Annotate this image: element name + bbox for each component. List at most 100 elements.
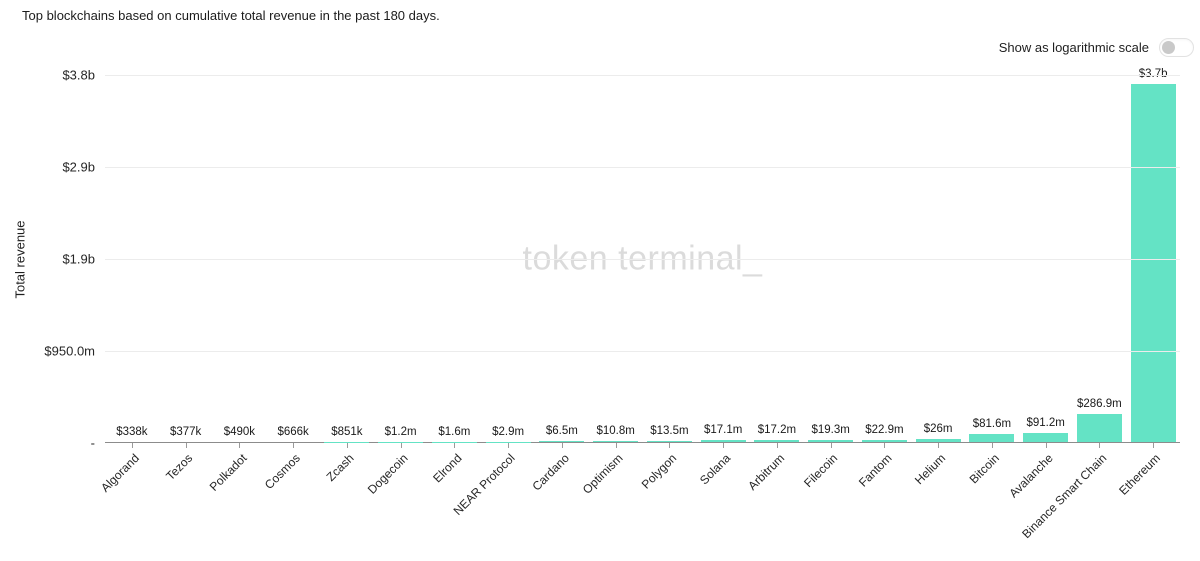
bar-slot-dogecoin: $1.2m Dogecoin: [365, 75, 428, 497]
bar-value-label: $286.9m: [1076, 398, 1122, 411]
bar-slot-fantom: $22.9m Fantom: [856, 75, 912, 490]
x-axis-tick: [400, 443, 402, 448]
bar-bitcoin[interactable]: [969, 434, 1015, 442]
category-label-avalanche: Avalanche: [1006, 451, 1056, 501]
gridline: [105, 351, 1180, 352]
bar-value-label: $490k: [223, 425, 256, 438]
y-axis-title-wrap: Total revenue: [0, 75, 40, 443]
category-label-tezos: Tezos: [163, 451, 196, 484]
category-label-bitcoin: Bitcoin: [966, 451, 1002, 487]
bar-slot-filecoin: $19.3m Filecoin: [801, 75, 858, 490]
page-title: Top blockchains based on cumulative tota…: [22, 8, 440, 23]
bar-arbitrum[interactable]: [754, 440, 800, 442]
category-label-dogecoin: Dogecoin: [364, 451, 411, 497]
bar-value-label: $26m: [923, 423, 953, 436]
bar-slot-arbitrum: $17.2m Arbitrum: [745, 75, 804, 493]
x-axis-tick: [723, 443, 725, 448]
category-label-polkadot: Polkadot: [206, 451, 250, 494]
x-axis-tick: [1153, 443, 1155, 448]
bar-slot-helium: $26m Helium: [911, 75, 965, 487]
category-label-polygon: Polygon: [638, 451, 680, 492]
category-label-algorand: Algorand: [97, 451, 142, 495]
bar-slot-ethereum: $3.7b Ethereum: [1116, 68, 1180, 498]
bar-slot-algorand: $338k Algorand: [98, 75, 159, 495]
bar-value-label: $377k: [169, 425, 202, 438]
toggle-knob-icon: [1162, 41, 1175, 54]
category-label-solana: Solana: [696, 451, 734, 488]
x-axis-tick: [454, 443, 456, 448]
x-axis-tick: [830, 443, 832, 448]
bar-slot-avalanche: $91.2m Avalanche: [1006, 75, 1073, 500]
bar-slot-binance-smart-chain: $286.9m Binance Smart Chain: [1019, 75, 1127, 541]
bar-value-label: $91.2m: [1026, 417, 1065, 430]
category-label-cardano: Cardano: [529, 451, 572, 494]
bar-slot-solana: $17.1m Solana: [696, 75, 750, 487]
bar-slot-zcash: $851k Zcash: [320, 75, 374, 484]
category-label-elrond: Elrond: [429, 451, 465, 486]
bar-slot-tezos: $377k Tezos: [159, 75, 213, 483]
x-axis-tick: [346, 443, 348, 448]
bar-value-label: $10.8m: [596, 424, 635, 437]
bar-value-label: $6.5m: [545, 425, 578, 438]
bar-value-label: $22.9m: [865, 423, 904, 436]
category-label-filecoin: Filecoin: [801, 451, 841, 491]
y-tick-label: $1.9b: [62, 251, 95, 267]
bar-value-label: $19.3m: [811, 424, 850, 437]
bar-series: $338k Algorand $377k Tezos $490k Polkadot $666…: [98, 68, 1180, 541]
x-axis-tick: [991, 443, 993, 448]
bar-value-label: $1.6m: [438, 425, 471, 438]
gridline: [105, 75, 1180, 76]
bar-slot-polygon: $13.5m Polygon: [639, 75, 697, 492]
category-label-optimism: Optimism: [579, 451, 626, 497]
bar-value-label: $17.1m: [703, 424, 743, 437]
bar-polygon[interactable]: [646, 440, 692, 442]
x-axis-tick: [938, 443, 940, 448]
gridline: [105, 167, 1180, 168]
x-axis-tick: [669, 443, 671, 448]
bar-value-label: $17.2m: [757, 424, 797, 437]
y-tick-label: $950.0m: [44, 343, 95, 359]
gridline: [105, 259, 1180, 260]
x-axis-tick: [884, 443, 886, 448]
category-label-fantom: Fantom: [855, 451, 895, 490]
bar-slot-near-protocol: $2.9m NEAR Protocol: [451, 75, 535, 518]
bar-slot-bitcoin: $81.6m Bitcoin: [965, 75, 1019, 486]
bar-helium[interactable]: [915, 439, 961, 442]
bar-value-label: $338k: [116, 425, 148, 438]
x-axis-tick: [776, 443, 778, 448]
log-scale-toggle-label: Show as logarithmic scale: [998, 40, 1149, 55]
x-axis-tick: [508, 443, 510, 448]
x-axis-tick: [1099, 443, 1101, 448]
log-scale-toggle-row: Show as logarithmic scale: [999, 38, 1194, 57]
x-axis-tick: [615, 443, 617, 448]
y-axis-title: Total revenue: [12, 219, 28, 299]
bar-binance-smart-chain[interactable]: [1076, 414, 1122, 442]
category-label-cosmos: Cosmos: [262, 451, 304, 493]
bar-ethereum[interactable]: [1130, 83, 1176, 442]
category-label-helium: Helium: [911, 451, 949, 488]
y-tick-label: $2.9b: [62, 159, 95, 175]
y-tick-label: -: [90, 435, 95, 451]
bar-slot-optimism: $10.8m Optimism: [580, 75, 643, 497]
bar-value-label: $2.9m: [492, 425, 525, 438]
bar-solana[interactable]: [700, 440, 746, 442]
x-axis-tick: [1045, 443, 1047, 448]
log-scale-toggle[interactable]: [1159, 38, 1194, 57]
bar-value-label: $666k: [277, 425, 309, 438]
bar-cardano[interactable]: [539, 441, 585, 442]
bar-optimism[interactable]: [593, 440, 639, 442]
bar-slot-cardano: $6.5m Cardano: [529, 75, 589, 493]
bar-value-label: $13.5m: [650, 424, 689, 437]
bar-avalanche[interactable]: [1023, 433, 1069, 442]
plot-area: token terminal_ $338k Algorand $377k Tezos $…: [44, 68, 1180, 541]
bar-fantom[interactable]: [861, 439, 907, 442]
x-axis-tick: [561, 443, 563, 448]
x-axis-tick: [185, 443, 187, 448]
x-axis-tick: [239, 443, 241, 448]
bar-value-label: $1.2m: [384, 425, 417, 438]
bar-value-label: $81.6m: [972, 418, 1012, 431]
bar-filecoin[interactable]: [808, 440, 854, 442]
bar-value-label: $851k: [331, 425, 363, 438]
y-tick-label: $3.8b: [62, 67, 95, 83]
